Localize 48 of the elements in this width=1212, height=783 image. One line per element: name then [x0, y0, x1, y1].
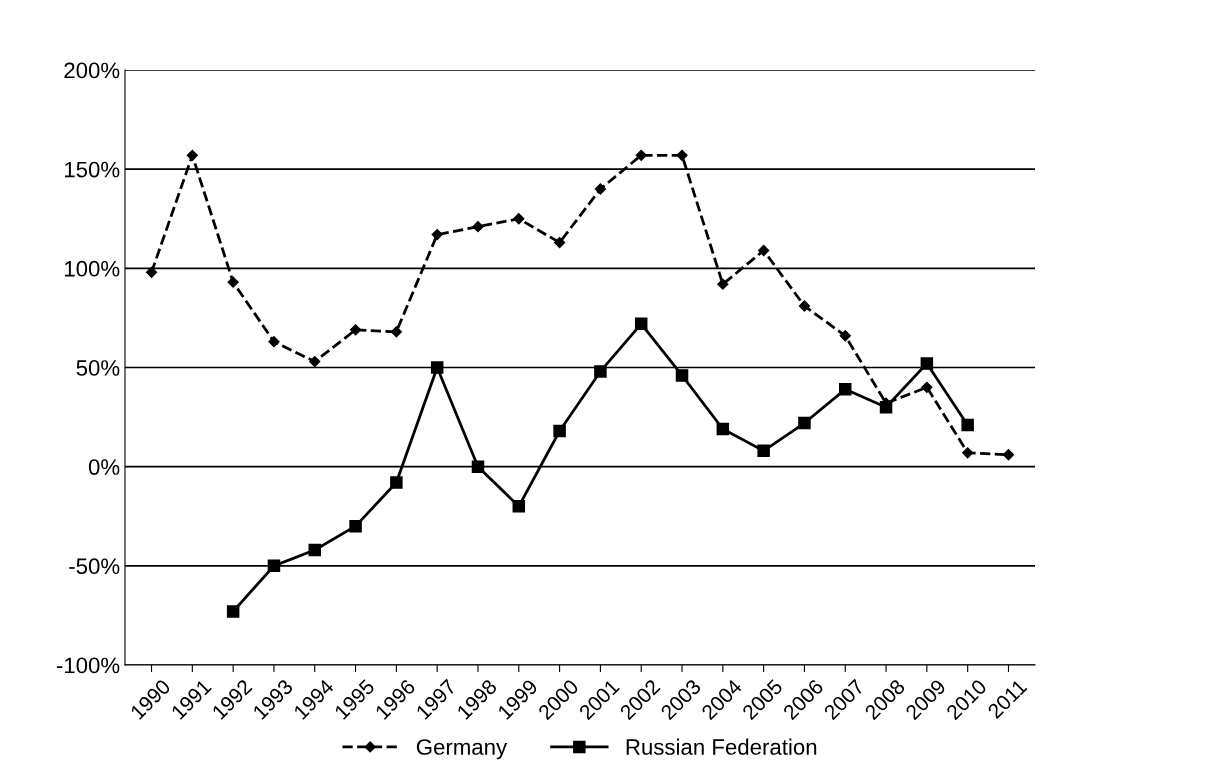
point [308, 543, 322, 557]
y-tick-label: 150% [65, 161, 120, 178]
point [717, 278, 729, 290]
point [1002, 449, 1015, 461]
point [471, 460, 485, 473]
point [757, 444, 770, 458]
point [758, 244, 770, 257]
point [390, 326, 402, 338]
point [594, 365, 607, 378]
point [430, 361, 444, 374]
point [512, 500, 526, 513]
point [309, 355, 321, 368]
point [553, 424, 566, 438]
y-tick-label: 0% [88, 459, 120, 475]
point [594, 183, 607, 195]
point [145, 266, 158, 278]
y-tick-label: 50% [76, 360, 120, 376]
y-tick-label: 100% [65, 260, 120, 277]
legend-label: Germany [416, 739, 508, 760]
point [513, 213, 525, 225]
point [349, 324, 362, 336]
y-tick-label: -100% [56, 657, 120, 674]
point [921, 381, 933, 393]
point [838, 383, 852, 396]
point [920, 357, 934, 370]
point [472, 221, 484, 233]
point [798, 416, 811, 430]
point [226, 605, 240, 618]
point [798, 300, 811, 312]
point [716, 422, 730, 436]
point [227, 276, 239, 288]
point [676, 149, 688, 161]
point [634, 317, 648, 331]
legend-label: Russian Federation [626, 738, 817, 755]
point [390, 476, 403, 489]
point [962, 447, 974, 459]
point [675, 369, 689, 382]
point [431, 229, 443, 241]
point [268, 336, 280, 348]
point [186, 149, 198, 161]
point [635, 149, 647, 161]
point [553, 236, 566, 249]
point [961, 418, 974, 432]
point [349, 519, 362, 533]
point [839, 330, 851, 342]
y-tick-label: 200% [64, 62, 120, 79]
y-tick-label: -50% [69, 558, 120, 575]
point [267, 559, 281, 573]
